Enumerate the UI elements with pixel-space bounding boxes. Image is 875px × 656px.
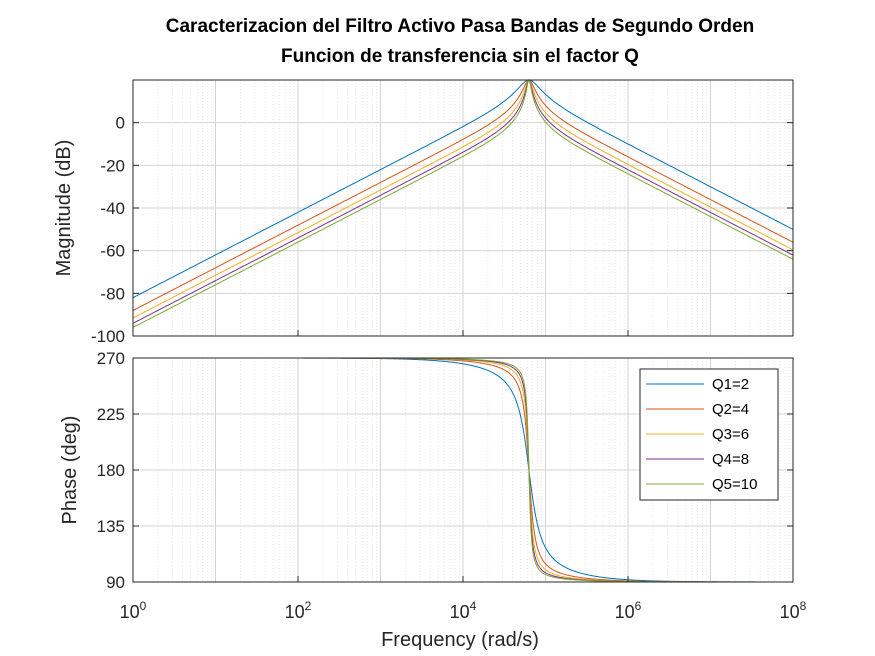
x-tick-label: 108 (780, 599, 807, 622)
legend-label: Q3=6 (712, 426, 749, 443)
x-tick-label: 104 (450, 599, 477, 622)
magnitude-y-ticks: 0 -20 -40 -60 -80 -100 (91, 114, 793, 346)
legend-label: Q1=2 (712, 376, 749, 393)
magnitude-y-axis-label: Magnitude (dB) (53, 140, 75, 277)
y-tick-label: -80 (100, 284, 125, 303)
y-tick-label: -40 (100, 199, 125, 218)
magnitude-series-line (132, 78, 794, 328)
y-tick-label: 135 (97, 517, 125, 536)
phase-y-ticks: 270 225 180 135 90 (97, 349, 793, 592)
y-tick-label: 225 (97, 405, 125, 424)
x-axis-ticks: 100 102 104 106 108 (120, 330, 807, 622)
magnitude-series-line (132, 79, 794, 324)
y-tick-label: 270 (97, 349, 125, 368)
magnitude-series-line (132, 79, 794, 299)
magnitude-plot: 0 -20 -40 -60 -80 -100 Magnitude (dB) (53, 78, 794, 346)
phase-y-axis-label: Phase (deg) (59, 416, 81, 525)
legend-label: Q4=8 (712, 451, 749, 468)
magnitude-lines (132, 78, 794, 328)
x-tick-label: 106 (615, 599, 642, 622)
y-tick-label: 90 (106, 573, 125, 592)
magnitude-series-line (132, 79, 794, 311)
legend-label: Q2=4 (712, 401, 749, 418)
legend: Q1=2 Q2=4 Q3=6 Q4=8 Q5=10 (639, 368, 779, 501)
legend-label: Q5=10 (712, 476, 757, 493)
chart-title: Caracterizacion del Filtro Activo Pasa B… (166, 16, 754, 37)
y-tick-label: 0 (116, 114, 125, 133)
magnitude-series-line (132, 79, 794, 319)
y-tick-label: -20 (100, 156, 125, 175)
x-tick-label: 100 (120, 599, 147, 622)
y-tick-label: 180 (97, 461, 125, 480)
chart-subtitle: Funcion de transferencia sin el factor Q (281, 46, 639, 67)
y-tick-label: -60 (100, 242, 125, 261)
x-tick-label: 102 (285, 599, 312, 622)
y-tick-label: -100 (91, 327, 125, 346)
x-axis-label: Frequency (rad/s) (381, 629, 539, 651)
